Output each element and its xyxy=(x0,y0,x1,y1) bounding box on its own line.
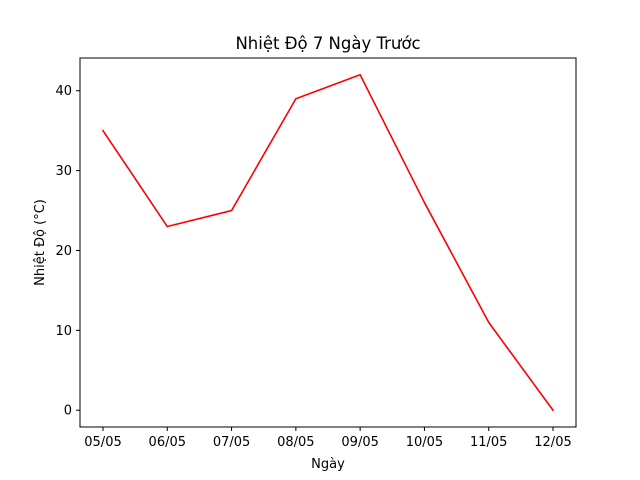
x-tick-label: 05/05 xyxy=(84,435,121,450)
series-line xyxy=(101,73,555,412)
y-tick-label: 10 xyxy=(55,324,72,339)
x-tick-label: 09/05 xyxy=(341,435,378,450)
y-tick-label: 40 xyxy=(55,84,72,99)
x-tick-label: 07/05 xyxy=(213,435,250,450)
y-tick-label: 30 xyxy=(55,164,72,179)
x-tick-label: 10/05 xyxy=(406,435,443,450)
x-tick-label: 06/05 xyxy=(149,435,186,450)
y-tick-label: 20 xyxy=(55,244,72,259)
axes-frame xyxy=(79,57,577,428)
chart-title: Nhiệt Độ 7 Ngày Trước xyxy=(235,34,420,53)
x-tick-label: 12/05 xyxy=(534,435,571,450)
y-axis-label: Nhiệt Độ (°C) xyxy=(33,199,48,286)
x-axis-label: Ngày xyxy=(311,457,345,472)
y-tick-label: 0 xyxy=(64,404,72,419)
x-tick-label: 11/05 xyxy=(470,435,507,450)
x-tick-label: 08/05 xyxy=(277,435,314,450)
plot-area: 05/05 06/05 07/05 08/05 09/05 10/05 11/05 12/05… xyxy=(55,73,572,450)
